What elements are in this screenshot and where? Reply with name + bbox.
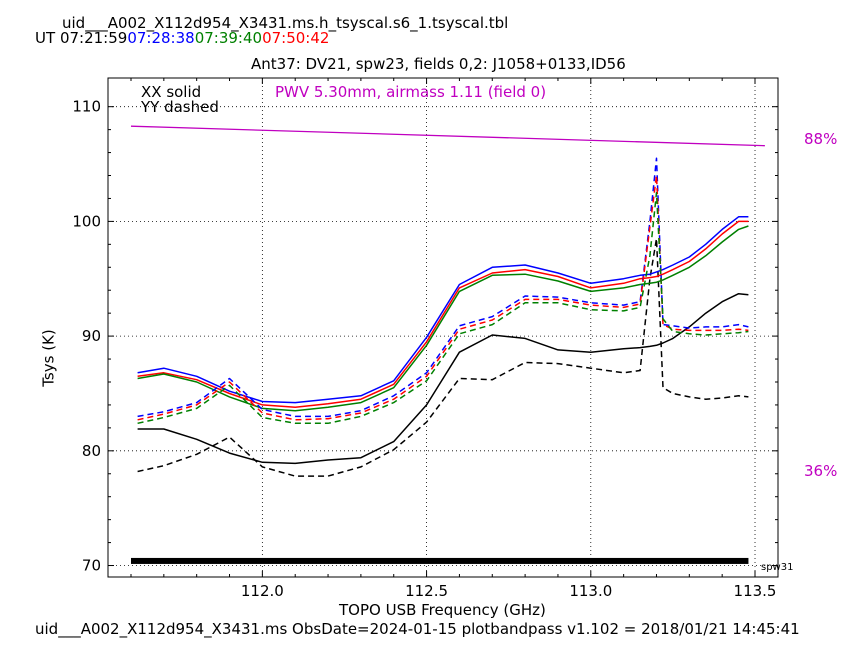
ut-time-4: 07:50:42 <box>262 29 330 47</box>
ut-label: UT <box>35 29 56 47</box>
y-tick-label: 90 <box>82 327 101 345</box>
x-tick-label: 112.0 <box>241 582 284 600</box>
series-line-4 <box>137 220 749 408</box>
ut-time-3: 07:39:40 <box>194 29 263 47</box>
series-line-6 <box>137 157 749 418</box>
legend-solid: XX solid <box>141 83 202 101</box>
x-tick-label: 113.0 <box>569 582 612 600</box>
x-axis-label: TOPO USB Frequency (GHz) <box>339 601 546 619</box>
y-tick-label: 110 <box>72 98 101 116</box>
legend-dashed: YY dashed <box>141 98 219 116</box>
pwv-annotation: PWV 5.30mm, airmass 1.11 (field 0) <box>275 83 547 101</box>
x-tick-label: 113.5 <box>734 582 777 600</box>
ut-time-2: 07:28:38 <box>127 29 195 47</box>
atm-percent-bottom: 36% <box>804 462 838 480</box>
spw-bar <box>130 557 749 564</box>
y-tick-label: 80 <box>82 442 101 460</box>
ut-time-1: 07:21:59 <box>59 29 128 47</box>
y-tick-label: 100 <box>72 212 101 230</box>
x-tick-label: 112.5 <box>405 582 448 600</box>
series-line-7 <box>137 174 749 421</box>
y-tick-label: 70 <box>82 557 101 575</box>
footer-info: uid___A002_X112d954_X3431.ms ObsDate=202… <box>35 620 800 638</box>
atm-transmission-line <box>130 125 765 147</box>
series-line-2 <box>137 237 749 477</box>
series-line-5 <box>137 225 749 412</box>
series-line-8 <box>137 191 749 425</box>
plot-subtitle: Ant37: DV21, spw23, fields 0,2: J1058+01… <box>251 55 626 73</box>
series-line-1 <box>137 292 749 465</box>
spw-bar-label: spw31 <box>761 562 793 573</box>
plot-frame <box>107 77 779 578</box>
series-line-3 <box>137 216 749 404</box>
ut-times: UT 07:21:5907:28:3807:39:4007:50:42 <box>35 31 329 46</box>
file-title: uid___A002_X112d954_X3431.ms.h_tsyscal.s… <box>62 14 509 32</box>
atm-percent-top: 88% <box>804 130 838 148</box>
